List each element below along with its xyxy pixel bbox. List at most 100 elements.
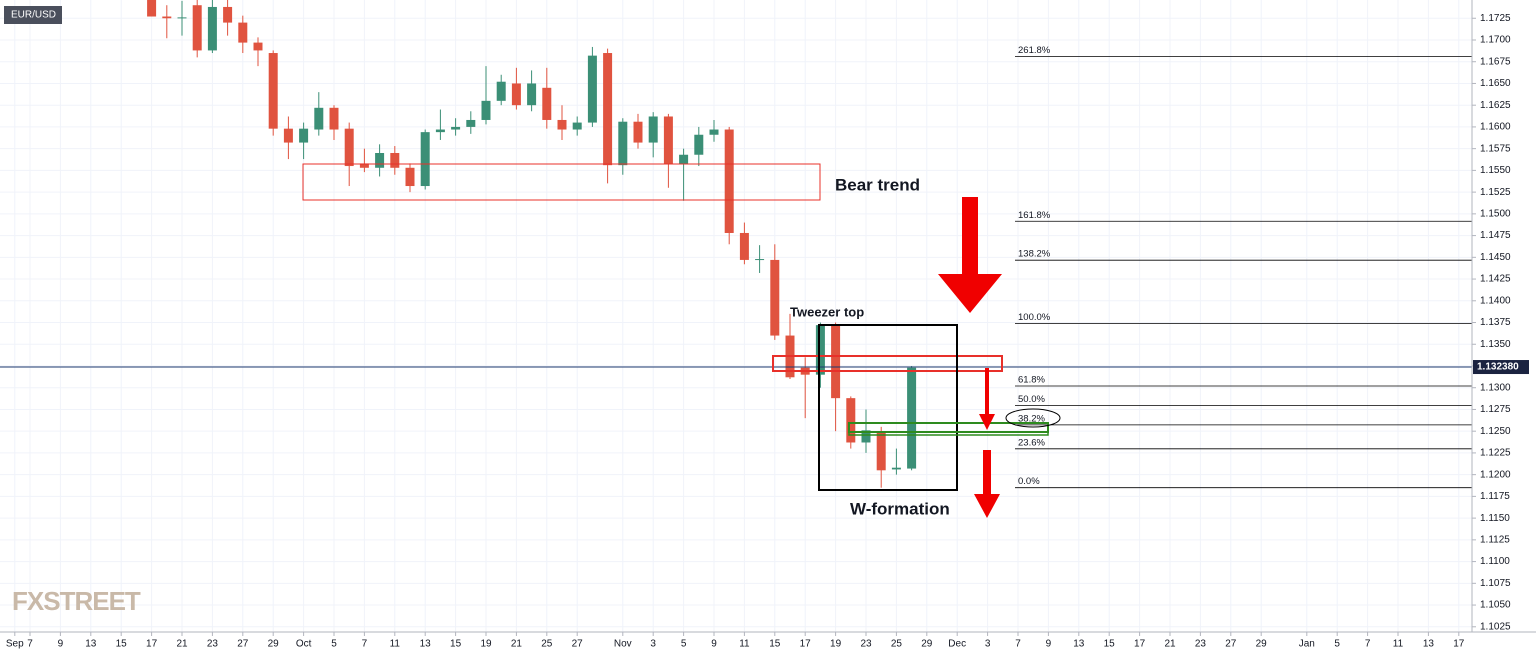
watermark: FXSTREET xyxy=(12,586,141,616)
x-tick-label: 5 xyxy=(1334,639,1340,650)
y-tick-label: 1.1100 xyxy=(1480,556,1510,567)
x-tick-label: 7 xyxy=(27,639,33,650)
candle-body xyxy=(329,107,339,130)
x-tick-label: 17 xyxy=(800,639,812,650)
x-tick-label: 11 xyxy=(390,639,401,650)
candle-body xyxy=(435,129,445,133)
fib-label: 100.0% xyxy=(1018,312,1051,323)
y-tick-label: 1.1125 xyxy=(1480,534,1510,545)
resistance-box xyxy=(772,355,1003,372)
candle-body xyxy=(603,53,613,166)
x-tick-label: 29 xyxy=(268,639,280,650)
y-tick-label: 1.1475 xyxy=(1480,230,1511,241)
candle-body xyxy=(739,232,749,260)
candle-body xyxy=(192,5,202,51)
annotation: Tweezer top xyxy=(790,304,864,319)
candle-body xyxy=(496,81,506,101)
x-tick-label: 11 xyxy=(1393,639,1404,650)
candle-body xyxy=(268,53,278,129)
y-tick-label: 1.1450 xyxy=(1480,252,1511,263)
x-tick-label: 21 xyxy=(176,639,188,650)
y-tick-label: 1.1725 xyxy=(1480,13,1511,24)
fib-label: 138.2% xyxy=(1018,249,1051,260)
x-tick-label: 27 xyxy=(237,639,249,650)
x-tick-label: 17 xyxy=(1134,639,1146,650)
y-tick-label: 1.1575 xyxy=(1480,143,1511,154)
x-tick-label: 15 xyxy=(769,639,781,650)
candle-body xyxy=(770,259,780,336)
symbol-box xyxy=(4,6,62,24)
x-tick-label: 25 xyxy=(891,639,903,650)
x-tick-label: 21 xyxy=(511,639,523,650)
support-box-2 xyxy=(848,431,1049,436)
candle-body xyxy=(162,16,172,19)
x-tick-label: 23 xyxy=(860,639,872,650)
y-tick-label: 1.1225 xyxy=(1480,448,1511,459)
symbol: EUR/USD xyxy=(11,10,56,21)
candle-body xyxy=(253,42,263,51)
candle-body xyxy=(648,116,658,143)
y-tick-label: 1.1025 xyxy=(1480,621,1511,632)
x-tick-label: 19 xyxy=(830,639,842,650)
candle-body xyxy=(359,163,369,168)
candle-body xyxy=(572,122,582,130)
annotation: Bear trend xyxy=(835,175,920,194)
y-tick-label: 1.1250 xyxy=(1480,426,1511,437)
y-tick-label: 1.1375 xyxy=(1480,317,1511,328)
y-tick-label: 1.1200 xyxy=(1480,469,1511,480)
candle-body xyxy=(390,153,400,168)
y-tick-label: 1.1675 xyxy=(1480,56,1511,67)
x-tick-label: 15 xyxy=(116,639,128,650)
x-tick-label: 9 xyxy=(1046,639,1052,650)
x-tick-label: Jan xyxy=(1299,639,1315,650)
fib-label: 0.0% xyxy=(1018,476,1040,487)
x-tick-label: Nov xyxy=(614,639,632,650)
candle-body xyxy=(420,132,430,187)
y-tick-label: 1.1275 xyxy=(1480,404,1511,415)
annotation: W-formation xyxy=(850,499,950,518)
y-tick-label: 1.1050 xyxy=(1480,600,1511,611)
x-tick-label: 23 xyxy=(207,639,219,650)
candle-body xyxy=(177,17,187,19)
w-box xyxy=(818,324,958,491)
y-tick-label: 1.1600 xyxy=(1480,122,1511,133)
y-tick-label: 1.1625 xyxy=(1480,100,1511,111)
x-tick-label: Sep xyxy=(6,639,24,650)
y-tick-label: 1.1525 xyxy=(1480,187,1511,198)
y-tick-label: 1.1550 xyxy=(1480,165,1511,176)
fib-label: 50.0% xyxy=(1018,394,1045,405)
candle-body xyxy=(679,154,689,165)
candle-body xyxy=(451,126,461,130)
small-arrow xyxy=(979,368,995,430)
x-tick-label: 29 xyxy=(921,639,933,650)
candle-body xyxy=(724,129,734,233)
candle-body xyxy=(542,87,552,120)
candle-body xyxy=(223,6,233,23)
candle-body xyxy=(527,83,537,106)
y-tick-label: 1.1075 xyxy=(1480,578,1511,589)
down-arrow xyxy=(974,450,1000,518)
y-tick-label: 1.1175 xyxy=(1480,491,1510,502)
x-tick-label: Dec xyxy=(948,639,966,650)
candle-body xyxy=(344,128,354,167)
x-tick-label: 7 xyxy=(1015,639,1021,650)
y-tick-label: 1.1150 xyxy=(1480,513,1510,524)
x-tick-label: 13 xyxy=(1423,639,1435,650)
candle-body xyxy=(907,367,917,469)
candle-body xyxy=(147,0,157,17)
candle-body xyxy=(846,398,856,443)
x-tick-label: 9 xyxy=(711,639,717,650)
last-price-box xyxy=(1473,360,1529,375)
x-tick-label: 23 xyxy=(1195,639,1207,650)
fib-label: 261.8% xyxy=(1018,45,1051,56)
x-tick-label: 5 xyxy=(331,639,337,650)
big-arrow xyxy=(938,197,1002,313)
x-tick-label: 5 xyxy=(681,639,687,650)
last-price-label: 1.132380 xyxy=(1477,362,1519,373)
candle-body xyxy=(891,467,901,470)
candle-body xyxy=(633,121,643,143)
fib-ellipse xyxy=(1005,408,1061,428)
